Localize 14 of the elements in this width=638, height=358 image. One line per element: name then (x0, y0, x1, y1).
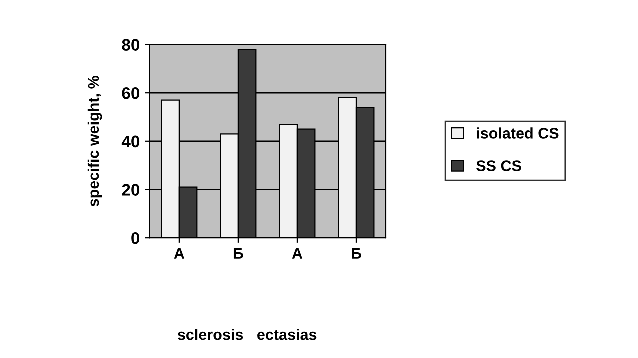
x-tick-label: А (292, 248, 303, 259)
y-axis-title: specific weight, % (88, 76, 102, 207)
y-tick-label: 0 (132, 232, 140, 244)
x-tick-label: Б (352, 248, 362, 259)
x-tick-label: А (174, 248, 185, 259)
legend-label: isolated CS (477, 128, 559, 139)
legend-label: SS CS (476, 160, 522, 172)
text: sclerosis (178, 329, 244, 340)
y-tick-label: 80 (122, 39, 140, 51)
y-tick-label: 20 (122, 184, 140, 196)
y-tick-label: 40 (122, 136, 140, 148)
y-tick-label: 60 (122, 87, 140, 100)
text: ectasias (258, 329, 317, 340)
x-tick-label: Б (234, 248, 244, 259)
